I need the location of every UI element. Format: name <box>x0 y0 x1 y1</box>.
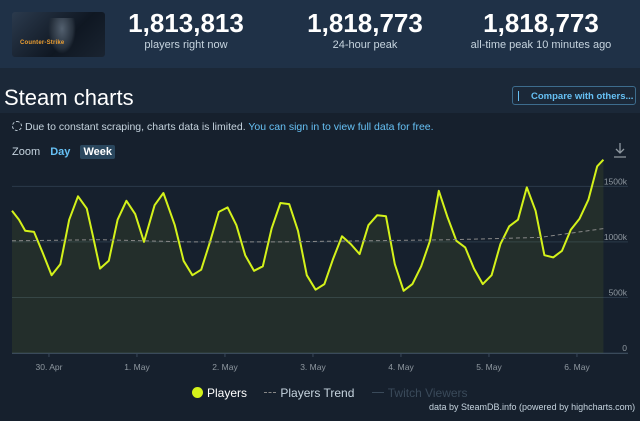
compare-icon <box>518 91 527 101</box>
stat-label: 24-hour peak <box>332 39 398 51</box>
x-tick-label: 2. May <box>212 362 238 372</box>
zoom-week-button[interactable]: Week <box>80 145 115 159</box>
x-tick-label: 6. May <box>564 362 590 372</box>
x-tick-label: 3. May <box>300 362 326 372</box>
download-icon[interactable] <box>613 142 627 158</box>
y-tick-label: 500k <box>609 287 628 297</box>
game-thumbnail[interactable]: Counter-Strike <box>12 12 105 57</box>
x-tick-label: 5. May <box>476 362 502 372</box>
stat-current-players: 1,813,813 players right now <box>101 8 271 52</box>
loading-icon <box>12 121 22 131</box>
y-tick-label: 1500k <box>604 176 628 186</box>
stat-value: 1,813,813 <box>128 8 244 38</box>
stat-all-time-peak: 1,818,773 all-time peak 10 minutes ago <box>456 8 626 52</box>
chart-credits[interactable]: data by SteamDB.info (powered by highcha… <box>429 402 636 412</box>
twitch-legend-icon <box>371 392 384 394</box>
sign-in-link[interactable]: You can sign in to view full data for fr… <box>248 121 434 133</box>
y-tick-label: 0 <box>622 343 627 353</box>
players-legend-icon <box>192 387 203 399</box>
legend-twitch-viewers[interactable]: Twitch Viewers <box>387 385 468 400</box>
x-tick-label: 30. Apr <box>35 362 62 372</box>
x-tick-label: 4. May <box>388 362 414 372</box>
zoom-day-button[interactable]: Day <box>50 146 71 158</box>
compare-button[interactable]: Compare with others... <box>512 86 636 105</box>
players-chart[interactable]: 0 500k 1000k 1500k 30. Apr 1. May 2. May 3. May… <box>0 113 640 378</box>
legend-players-trend[interactable]: Players Trend <box>280 385 355 400</box>
page-title: Steam charts <box>4 85 134 110</box>
stats-header: Counter-Strike 1,813,813 players right n… <box>0 0 640 68</box>
x-tick-label: 1. May <box>124 362 150 372</box>
compare-button-label: Compare with others... <box>531 91 634 102</box>
stat-value: 1,818,773 <box>483 8 599 38</box>
stat-value: 1,818,773 <box>307 8 423 38</box>
stat-label: all-time peak 10 minutes ago <box>470 39 612 51</box>
legend-players[interactable]: Players <box>207 385 248 400</box>
zoom-label: Zoom <box>12 146 41 158</box>
chart-legend: Players Players Trend Twitch Viewers <box>192 385 468 400</box>
stat-label: players right now <box>144 39 228 51</box>
stat-24h-peak: 1,818,773 24-hour peak <box>280 8 450 52</box>
zoom-controls: Zoom Day Week <box>12 145 115 159</box>
players-trend-line <box>11 228 604 243</box>
scraping-notice: Due to constant scraping, charts data is… <box>12 121 434 133</box>
chart-panel: Due to constant scraping, charts data is… <box>0 113 640 421</box>
players-area <box>12 159 604 353</box>
notice-text: Due to constant scraping, charts data is… <box>25 121 246 133</box>
game-art-figure <box>48 18 76 54</box>
players-line <box>11 159 605 292</box>
y-tick-label: 1000k <box>604 232 628 242</box>
game-logo: Counter-Strike <box>20 40 65 46</box>
trend-legend-icon <box>264 392 277 394</box>
